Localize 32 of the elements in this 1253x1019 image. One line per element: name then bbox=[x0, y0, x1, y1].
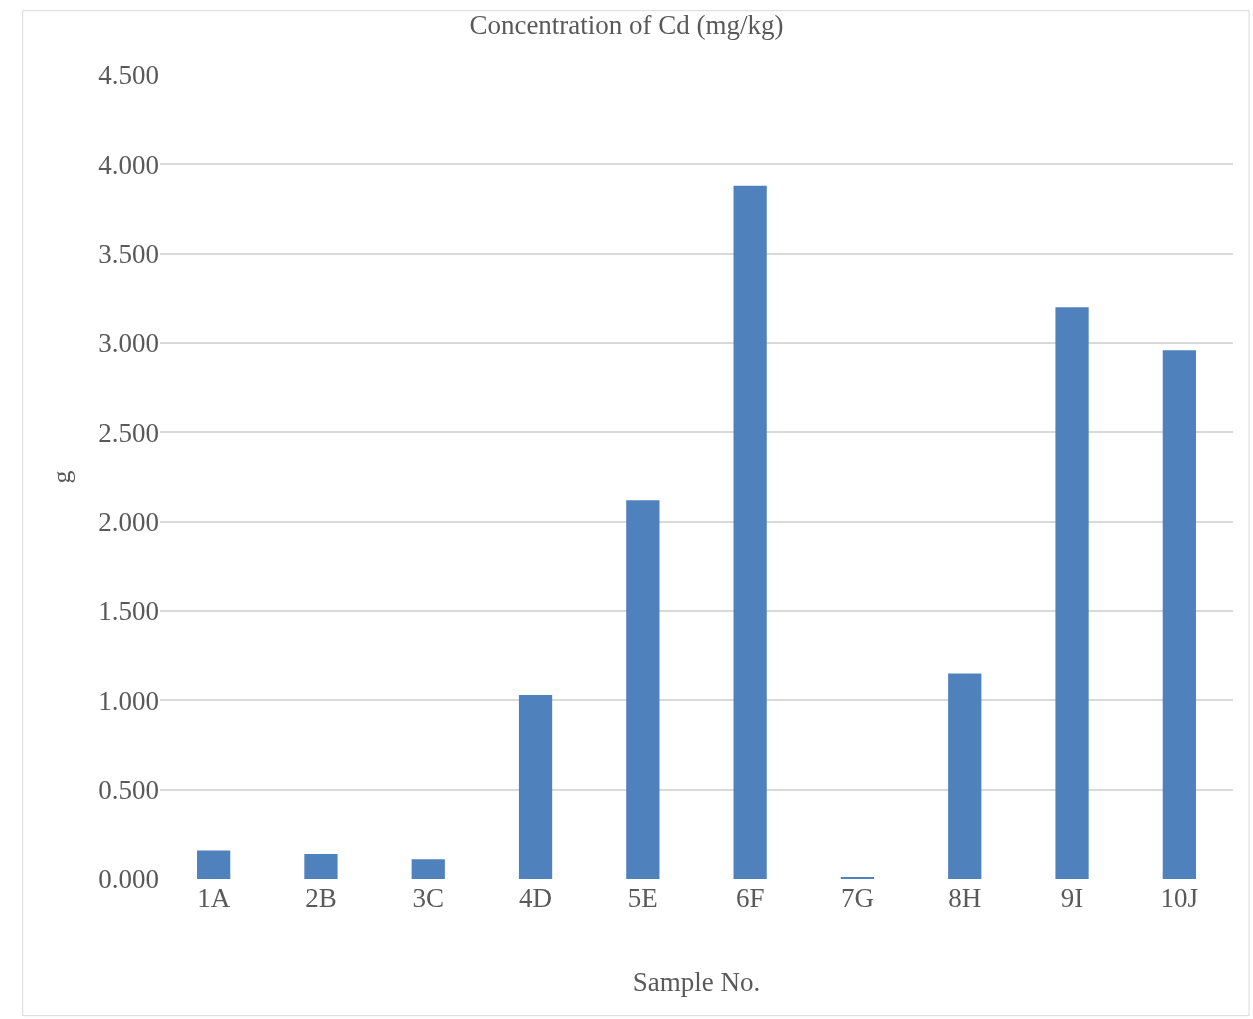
x-tick-label: 8H bbox=[948, 883, 982, 913]
x-tick-label: 6F bbox=[735, 883, 765, 913]
bar bbox=[948, 673, 982, 879]
x-tick-label: 1A bbox=[197, 883, 231, 913]
bar bbox=[1055, 307, 1089, 879]
x-tick-label: 10J bbox=[1160, 883, 1199, 913]
x-tick-label: 2B bbox=[305, 883, 337, 913]
y-axis-title: g bbox=[46, 470, 76, 484]
bar bbox=[304, 853, 338, 879]
y-tick-label: 2.500 bbox=[98, 417, 159, 448]
x-tick-label: 3C bbox=[412, 883, 445, 913]
y-tick-label: 1.500 bbox=[98, 596, 159, 627]
y-tick-label: 2.000 bbox=[98, 507, 159, 538]
bar bbox=[518, 694, 553, 879]
bar bbox=[626, 500, 660, 879]
chart-title: Concentration of Cd (mg/kg) bbox=[469, 10, 784, 41]
x-tick-label: 5E bbox=[627, 883, 658, 913]
bar bbox=[1162, 350, 1196, 879]
x-tick-label: 7G bbox=[840, 883, 874, 913]
y-tick-label: 0.500 bbox=[98, 775, 159, 806]
bar bbox=[411, 859, 445, 879]
bar bbox=[733, 185, 767, 879]
y-tick-label: 0.000 bbox=[98, 864, 159, 895]
y-tick-label: 4.000 bbox=[98, 149, 159, 180]
bar bbox=[197, 850, 231, 879]
x-tick-label: 4D bbox=[519, 883, 553, 913]
y-tick-label: 1.000 bbox=[98, 685, 159, 716]
x-tick-label: 9I bbox=[1060, 883, 1084, 913]
y-tick-label: 3.500 bbox=[98, 239, 159, 270]
y-tick-label: 4.500 bbox=[98, 60, 159, 91]
y-tick-label: 3.000 bbox=[98, 328, 159, 359]
x-axis-title: Sample No. bbox=[632, 967, 761, 998]
